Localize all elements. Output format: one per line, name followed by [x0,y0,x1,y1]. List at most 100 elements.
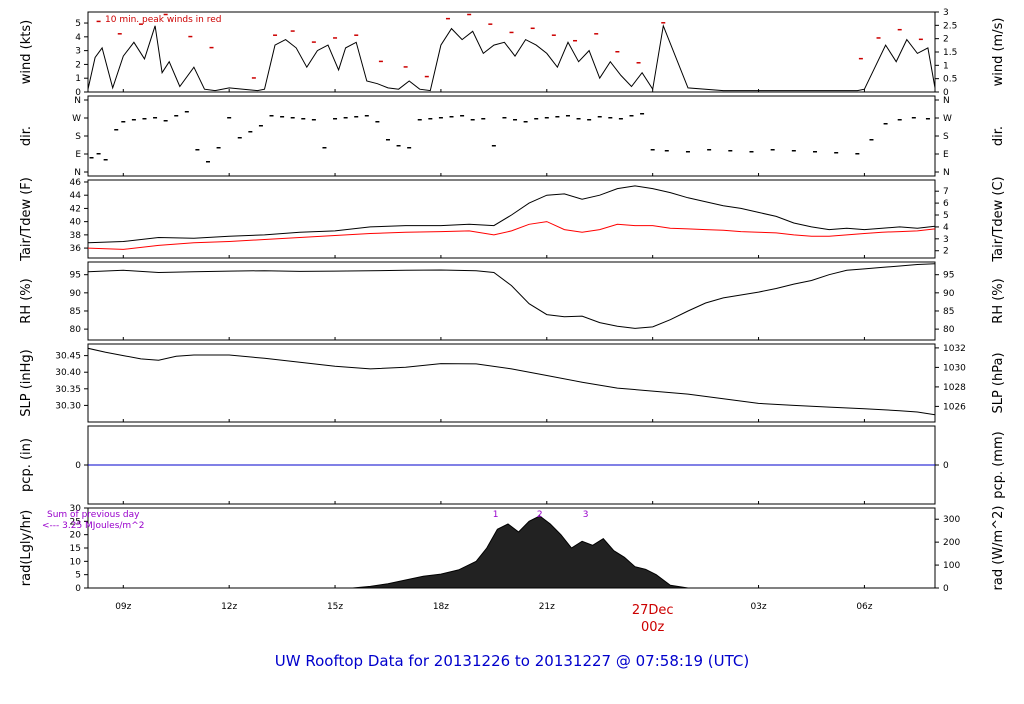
x-date-sublabel: 00z [641,620,665,635]
y-tick-label-right: 1.5 [943,48,957,58]
y-tick-label-left: 10 [70,557,82,567]
series-line-tdew [88,221,935,250]
x-tick-label: 09z [115,602,131,612]
dir-point [89,157,94,159]
dir-point [834,152,839,154]
y-tick-label-right: 2 [943,35,949,45]
y-tick-label-left: N [74,96,81,106]
dir-point [396,145,401,147]
y-tick-label-left: 40 [70,218,82,228]
dir-point [813,151,818,153]
panel-rad: rad(Lgly/hr) rad (W/m^2)05101520253001002… [19,504,1006,594]
gust-point [378,60,383,63]
series-line-tair [88,185,935,244]
wind-series-line [88,23,935,92]
dir-point [618,118,623,120]
y-tick-label-left: 44 [70,191,82,201]
dir-point [629,115,634,117]
gust-point [163,13,168,16]
y-tick-label-left: 20 [70,531,82,541]
y-tick-label-left: 25 [70,517,81,527]
y-tick-label-right: 7 [943,187,949,197]
y-tick-label-right: S [943,132,949,142]
y-tick-label-right: 0.5 [943,75,957,85]
y-tick-label-left: 30.30 [55,401,81,411]
dir-point [131,119,136,121]
gust-point [424,75,429,78]
y-tick-label-left: 0 [75,461,81,471]
panel-temp: Tair/Tdew (F) Tair/Tdew (C)36384042444623… [19,176,1006,262]
y-axis-label-left: wind (kts) [19,20,34,84]
y-tick-label-right: 90 [943,289,955,299]
y-axis-label-right: SLP (hPa) [991,352,1006,413]
plot-area [88,347,935,416]
y-tick-label-right: N [943,96,950,106]
gust-point [918,38,923,41]
dir-point [869,139,874,141]
y-axis-label-left: Tair/Tdew (F) [19,177,34,262]
dir-point [685,151,690,153]
gust-point [273,34,278,36]
plot-area [88,13,935,92]
dir-point [301,118,306,120]
y-tick-label-right: E [943,150,949,160]
dir-point [258,125,263,127]
panel-rh: RH (%) RH (%) 80 85 90 95 80 85 90 95 [19,261,1006,341]
y-tick-label-left: 0 [75,584,81,594]
panel-wind: wind (kts) wind (m/s) 0 1 2 3 4 5 0 0.5 1 1.5 2 2.5 3 1… [19,8,1006,98]
gust-point [251,77,256,79]
gust-point [897,28,902,31]
dir-point [555,116,560,118]
y-tick-label-left: 4 [75,33,81,43]
plot-area [89,111,930,163]
page-title: UW Rooftop Data for 20131226 to 20131227… [275,652,749,670]
dir-point [855,153,860,155]
dir-point [407,147,412,149]
gust-point [138,23,143,25]
gust-point [209,46,214,49]
dir-point [280,116,285,118]
dir-point [749,151,754,153]
x-tick-label: 21z [539,602,555,612]
x-tick-label: 15z [327,602,343,612]
dir-point [428,118,433,120]
gust-point [661,22,666,24]
y-tick-label-right: 0 [943,584,949,594]
gust-point [188,35,193,38]
panel-frame [87,179,936,259]
gust-point [117,33,122,35]
y-tick-label-right: 3 [943,8,949,18]
dir-point [375,121,380,123]
gust-point [636,62,641,64]
dir-point [103,159,108,161]
y-axis-label-right: wind (m/s) [991,18,1006,87]
x-tick-label: 12z [221,602,237,612]
dir-point [513,119,518,121]
y-tick-label-right: 5 [943,211,949,221]
radiation-note-line2: <--- 3.25 MJoules/m^2 [42,521,144,531]
gust-point [354,34,359,36]
gust-point [551,34,556,36]
dir-point [184,111,189,113]
gust-point [530,27,535,30]
y-tick-label-right: 1 [943,61,949,71]
dir-point [216,147,221,149]
y-tick-label-left: 30.45 [55,352,81,362]
x-tick-label: 03z [750,602,766,612]
y-tick-label-right: 1032 [943,344,966,354]
y-tick-label-left: 1 [75,74,81,84]
dir-point [227,117,232,119]
radiation-note-line1: Sum of previous day [47,510,140,520]
y-tick-label-left: 80 [70,325,82,335]
y-axis-label-right: pcp. (mm) [991,431,1006,498]
dir-point [664,150,669,152]
y-tick-label-left: 95 [70,271,81,281]
y-tick-label-right: 6 [943,199,949,209]
y-tick-label-right: 1030 [943,363,966,373]
plot-area [88,263,935,329]
y-tick-label-left: N [74,168,81,178]
x-tick-label: 18z [433,602,449,612]
y-tick-label-right: W [943,114,952,124]
